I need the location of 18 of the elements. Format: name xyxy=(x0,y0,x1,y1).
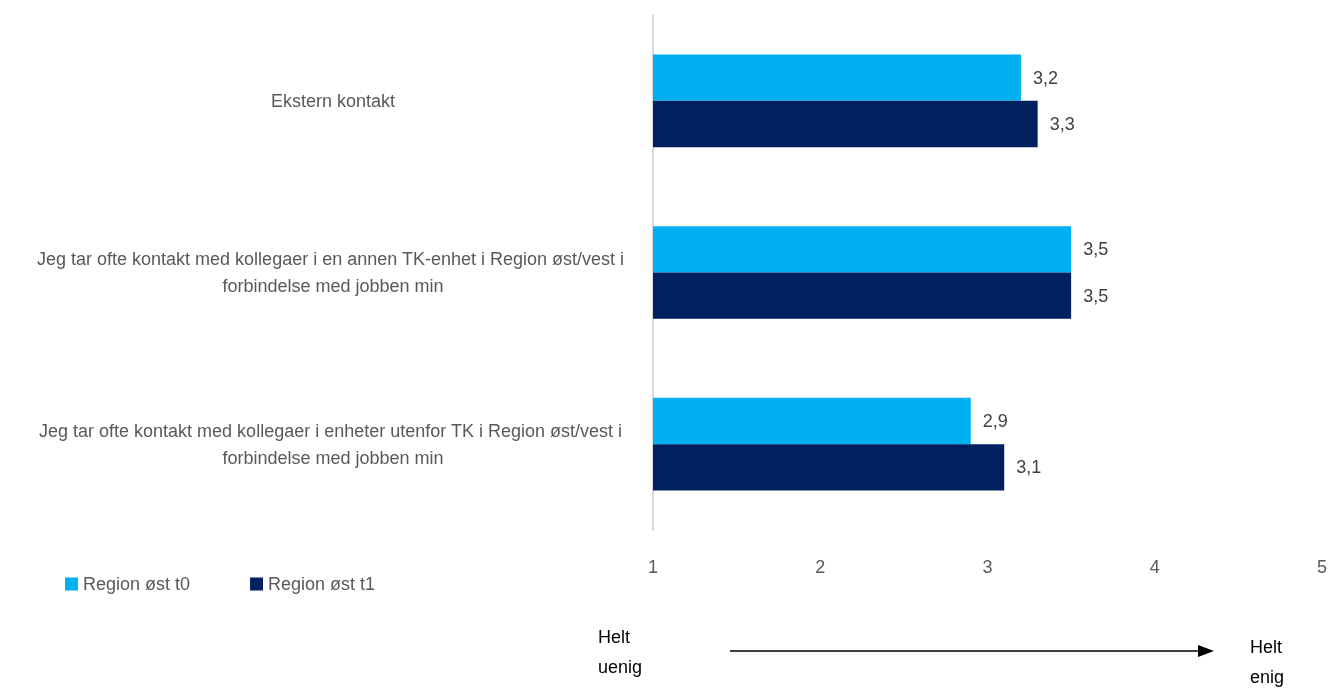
legend-label: Region øst t1 xyxy=(268,574,376,594)
text: Helt uenig xyxy=(598,627,643,677)
y-tick-label: Jeg tar ofte kontakt med kollegaer i en annen TK-enhet i Region øst/vest i forbindelse med jobben min xyxy=(37,249,629,296)
x-tick-label: 5 xyxy=(1316,557,1328,577)
data-label: 2,9 xyxy=(982,410,1008,431)
y-tick-label: Jeg tar ofte kontakt med kollegaer i enheter utenfor TK i Region øst/vest i forbindelse med jobben min xyxy=(39,420,627,468)
x-tick-label: 3 xyxy=(982,557,993,577)
legend-label: Region øst t0 xyxy=(83,574,191,594)
x-tick-label: 2 xyxy=(815,557,826,577)
x-tick-label: 1 xyxy=(647,557,659,577)
data-label: 3,1 xyxy=(1016,457,1042,478)
text: Helt enig xyxy=(1250,637,1285,687)
data-label: 3,3 xyxy=(1049,114,1075,135)
data-label: 3,5 xyxy=(1083,239,1109,260)
data-label: 3,5 xyxy=(1083,285,1109,306)
y-tick-label: Ekstern kontakt xyxy=(270,90,396,111)
x-tick-label: 4 xyxy=(1149,557,1160,577)
data-label: 3,2 xyxy=(1032,67,1058,88)
